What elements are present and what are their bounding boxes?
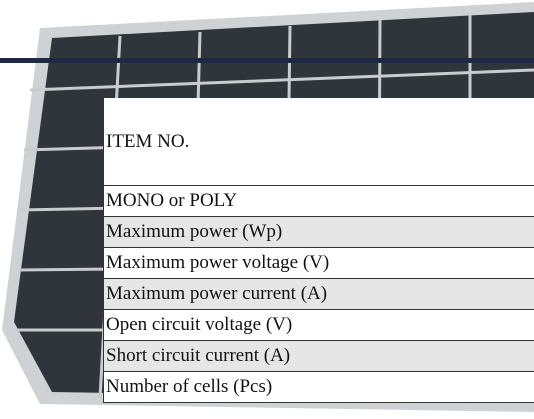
table-row: Maximum power voltage (V) xyxy=(104,248,534,279)
table-row: Maximum power (Wp) xyxy=(104,217,534,248)
table-row: ITEM NO. xyxy=(104,98,534,186)
table-row: Open circuit voltage (V) xyxy=(104,310,534,341)
table-row: Short circuit current (A) xyxy=(104,341,534,372)
page: ITEM NO. MONO or POLY Maximum power (Wp)… xyxy=(0,0,534,419)
spec-table: ITEM NO. MONO or POLY Maximum power (Wp)… xyxy=(103,98,534,403)
table-row: Number of cells (Pcs) xyxy=(104,372,534,403)
header-rule xyxy=(0,58,534,63)
table-row: MONO or POLY xyxy=(104,186,534,217)
table-row: Maximum power current (A) xyxy=(104,279,534,310)
